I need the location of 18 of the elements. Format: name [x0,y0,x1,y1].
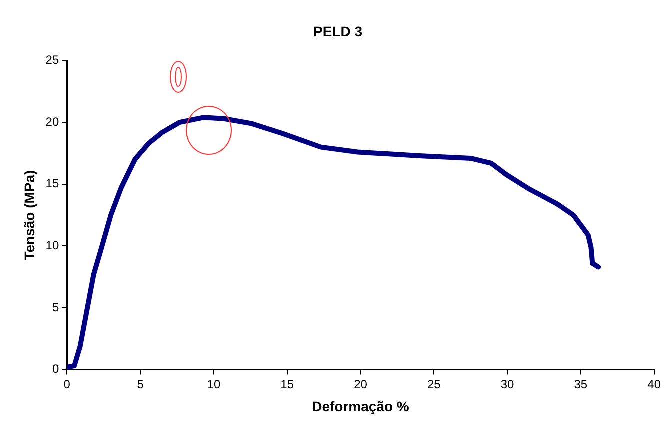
y-tick-label: 25 [46,53,60,68]
y-tick-label: 15 [46,176,60,191]
x-tick-label: 20 [354,377,368,392]
y-tick-label: 10 [46,238,60,253]
x-tick-label: 10 [207,377,221,392]
x-tick-label: 35 [574,377,588,392]
chart-title: PELD 3 [313,23,363,40]
x-tick-label: 25 [427,377,442,392]
x-tick-label: 5 [137,377,144,392]
x-tick-label: 40 [648,377,662,392]
y-tick-label: 0 [52,362,60,376]
x-tick-label: 30 [500,377,515,392]
x-tick-label: 0 [64,377,71,392]
y-axis-title: Tensão (MPa) [21,170,38,260]
x-axis-title: Deformação % [312,398,410,414]
y-tick-label: 20 [46,114,60,129]
x-tick-label: 15 [280,377,294,392]
y-tick-label: 5 [52,300,60,314]
